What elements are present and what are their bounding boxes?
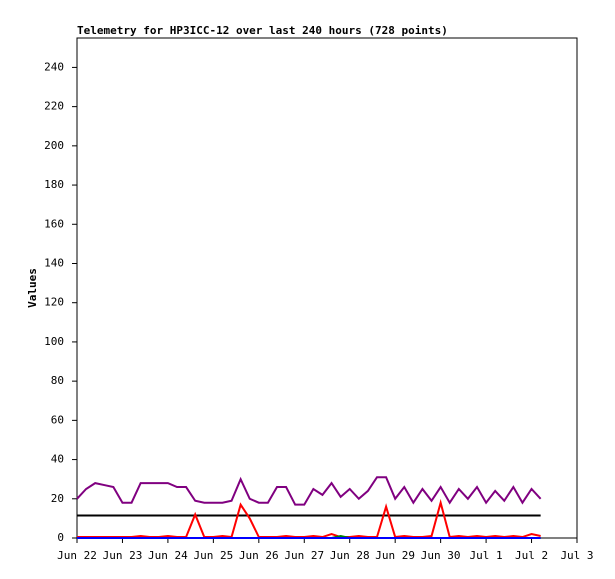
y-tick-label: 240 [44, 60, 64, 73]
y-tick-label: 220 [44, 100, 64, 113]
y-tick-label: 60 [51, 413, 64, 426]
y-tick-label: 180 [44, 178, 64, 191]
y-tick-label: 0 [57, 531, 64, 544]
x-tick-label: Jul 2 [515, 549, 548, 562]
x-tick-label: Jul 1 [470, 549, 503, 562]
x-tick-label: Jun 25 [193, 549, 233, 562]
y-tick-label: 100 [44, 335, 64, 348]
x-tick-label: Jun 30 [421, 549, 461, 562]
x-tick-label: Jun 23 [103, 549, 143, 562]
y-tick-label: 80 [51, 374, 64, 387]
series-line [76, 476, 542, 506]
x-tick-label: Jun 28 [330, 549, 370, 562]
x-tick-label: Jun 26 [239, 549, 279, 562]
chart-title: Telemetry for HP3ICC-12 over last 240 ho… [77, 24, 448, 37]
y-tick-label: 160 [44, 217, 64, 230]
y-tick-label: 120 [44, 296, 64, 309]
x-tick-label: Jun 29 [375, 549, 415, 562]
x-tick-label: Jun 22 [57, 549, 97, 562]
y-tick-label: 40 [51, 453, 64, 466]
x-tick-label: Jun 27 [284, 549, 324, 562]
y-tick-label: 200 [44, 139, 64, 152]
y-tick-label: 140 [44, 256, 64, 269]
x-tick-label: Jun 24 [148, 549, 188, 562]
y-axis-label: Values [26, 268, 39, 308]
x-tick-label: Jul 3 [560, 549, 593, 562]
y-tick-label: 20 [51, 492, 64, 505]
